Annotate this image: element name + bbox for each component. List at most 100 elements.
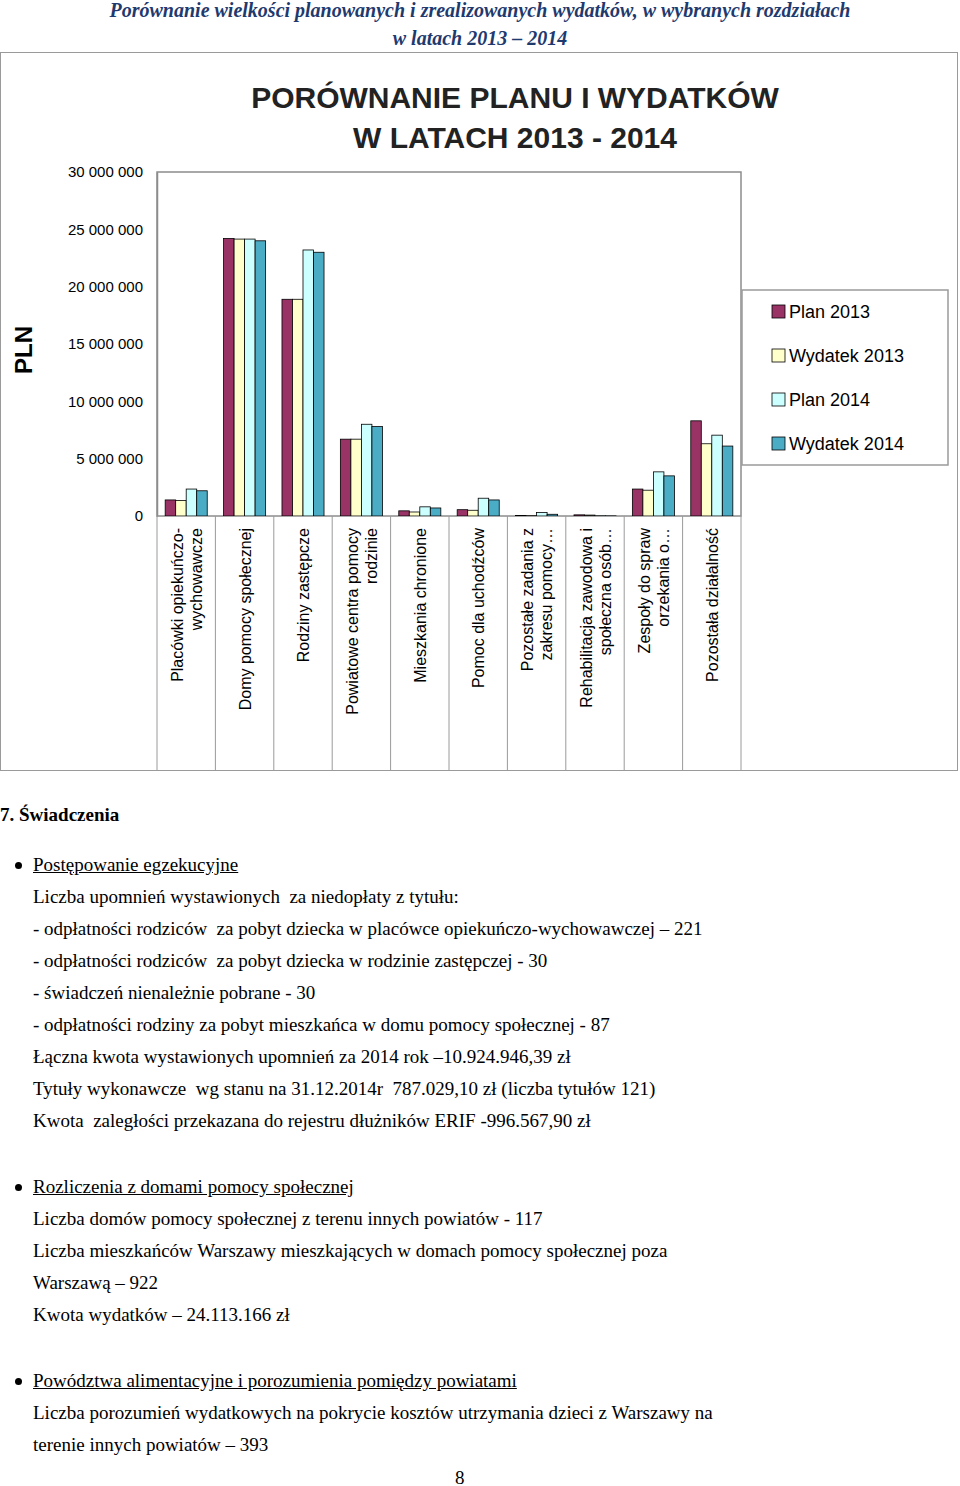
bar <box>399 511 410 516</box>
bar-series <box>197 241 733 516</box>
page-header-line: w latach 2013 – 2014 <box>0 26 960 50</box>
category-divider <box>157 516 158 770</box>
x-tick-label-line: wychowawcze <box>188 528 205 631</box>
category-divider <box>273 516 274 770</box>
bar-series <box>186 239 722 516</box>
category-divider <box>565 516 566 770</box>
x-tick-label: Pozostała działalność <box>704 528 721 682</box>
bar-series <box>165 239 701 516</box>
bullet <box>15 1184 22 1191</box>
page-header-line: Porównanie wielkości planowanych i zreal… <box>0 0 960 22</box>
text-line: - odpłatności rodziców za pobyt dziecka … <box>33 950 547 972</box>
category-divider <box>215 516 216 770</box>
bar <box>574 515 585 516</box>
chart-title-line: PORÓWNANIE PLANU I WYDATKÓW <box>251 81 779 114</box>
category-divider <box>624 516 625 770</box>
bar <box>224 239 235 516</box>
legend-box <box>742 290 948 465</box>
x-tick-label: Powiatowe centra pomocyrodzinie <box>344 528 380 715</box>
bar <box>234 239 245 516</box>
bar <box>361 424 372 516</box>
bar <box>372 427 383 516</box>
x-tick-label-line: rodzinie <box>363 528 380 584</box>
text-line: Liczba porozumień wydatkowych na pokryci… <box>33 1402 713 1424</box>
chart-title-line: W LATACH 2013 - 2014 <box>353 121 677 154</box>
plot-area <box>157 172 741 516</box>
bar <box>255 241 266 516</box>
legend-swatch <box>772 349 785 362</box>
bars <box>165 239 733 516</box>
text-line: Liczba domów pomocy społecznej z terenu … <box>33 1208 543 1230</box>
category-divider <box>390 516 391 770</box>
x-tick-label-line: Domy pomocy społecznej <box>237 528 254 710</box>
chart-title: PORÓWNANIE PLANU I WYDATKÓW W LATACH 2013… <box>251 81 779 154</box>
bar <box>468 510 479 516</box>
legend-swatch <box>772 393 785 406</box>
x-tick-label: Pozostałe zadania zzakresu pomocy… <box>519 528 555 671</box>
x-tick-label: Placówki opiekuńczo-wychowawcze <box>169 528 205 682</box>
bar <box>653 472 664 516</box>
bar <box>722 446 733 516</box>
bar <box>595 515 606 516</box>
x-tick-label-line: Mieszkania chronione <box>412 528 429 683</box>
y-tick: 15 000 000 <box>68 335 157 352</box>
y-axis-line <box>157 173 159 517</box>
x-tick-label-line: społeczna osób… <box>597 528 614 655</box>
legend-swatch <box>772 437 785 450</box>
x-tick-label-line: Pozostałe zadania z <box>519 528 536 671</box>
bar <box>430 508 441 516</box>
chart-frame <box>1 53 958 771</box>
section-heading: 7. Świadczenia <box>0 804 119 826</box>
bullet <box>15 862 22 869</box>
x-tick-label: Mieszkania chronione <box>412 528 429 683</box>
x-tick-label-line: Rehabilitacja zawodowa i <box>578 528 595 708</box>
text-line: Liczba upomnień wystawionych za niedopła… <box>33 886 459 908</box>
bar <box>584 515 595 516</box>
bar <box>478 498 489 516</box>
legend-label: Plan 2013 <box>789 302 870 322</box>
x-tick-label: Domy pomocy społecznej <box>237 528 254 710</box>
y-axis: 05 000 00010 000 00015 000 00020 000 000… <box>68 163 158 524</box>
bar <box>245 239 256 516</box>
category-divider <box>507 516 508 770</box>
bar <box>176 501 187 516</box>
x-tick-label: Zespoły do spraworzekania o… <box>636 528 672 654</box>
y-tick-label: 15 000 000 <box>68 335 143 352</box>
x-tick-label-line: orzekania o… <box>655 528 672 627</box>
bar <box>197 491 208 516</box>
y-tick: 10 000 000 <box>68 393 157 410</box>
bar <box>712 435 723 516</box>
legend: Plan 2013Wydatek 2013Plan 2014Wydatek 20… <box>742 290 948 465</box>
x-tick-label-line: Rodziny zastępcze <box>295 528 312 662</box>
y-tick-label: 0 <box>135 507 143 524</box>
text-line: Tytuły wykonawcze wg stanu na 31.12.2014… <box>33 1078 655 1100</box>
category-divider <box>682 516 683 770</box>
bar <box>303 250 314 516</box>
bar <box>165 500 176 516</box>
y-tick-label: 30 000 000 <box>68 163 143 180</box>
category-divider <box>332 516 333 770</box>
bar <box>606 515 617 516</box>
text-line: Kwota zaległości przekazana do rejestru … <box>33 1110 591 1132</box>
text-line: terenie innych powiatów – 393 <box>33 1434 268 1456</box>
y-axis-title: PLN <box>10 326 37 374</box>
category-divider <box>741 516 742 770</box>
bar <box>489 500 500 516</box>
y-tick-label: 25 000 000 <box>68 221 143 238</box>
text-line: Kwota wydatków – 24.113.166 zł <box>33 1304 290 1326</box>
bar <box>457 510 468 516</box>
x-tick-label: Pomoc dla uchodźców <box>470 528 487 689</box>
bar <box>314 252 325 516</box>
bar <box>632 489 643 516</box>
y-tick-label: 10 000 000 <box>68 393 143 410</box>
bar <box>409 512 420 516</box>
y-tick: 0 <box>135 507 157 524</box>
subsection-title: Rozliczenia z domami pomocy społecznej <box>33 1176 354 1198</box>
bar <box>547 514 558 516</box>
subsection-title: Powództwa alimentacyjne i porozumienia p… <box>33 1370 517 1392</box>
x-tick-label: Rehabilitacja zawodowa ispołeczna osób… <box>578 528 614 708</box>
x-tick-label-line: Powiatowe centra pomocy <box>344 528 361 715</box>
bar <box>420 507 431 516</box>
x-tick-label-line: Pomoc dla uchodźców <box>470 528 487 689</box>
y-tick: 25 000 000 <box>68 221 157 238</box>
